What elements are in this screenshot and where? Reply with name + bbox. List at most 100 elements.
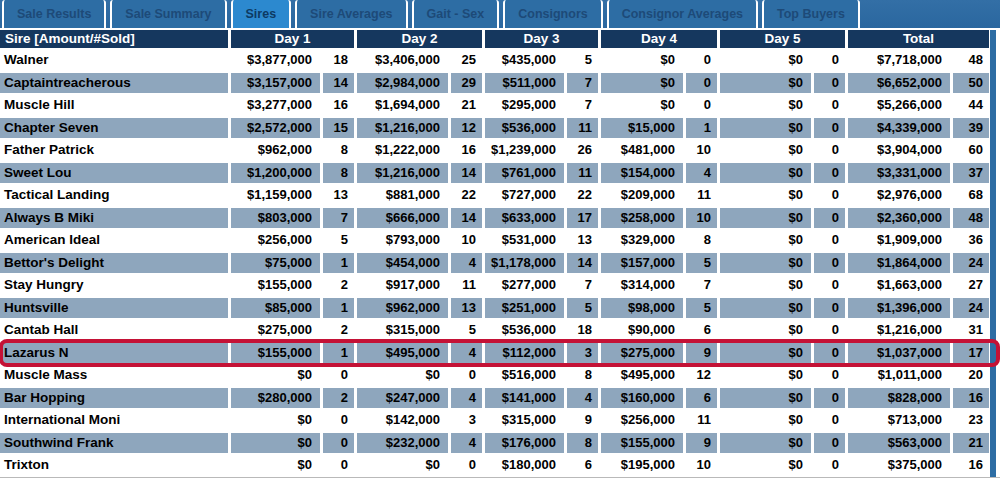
day5-amount-cell: $0 <box>720 185 811 206</box>
table-row[interactable]: Trixton $0 0 $0 0 $180,000 6 $195,000 10… <box>0 455 1000 476</box>
table-row[interactable]: Cantab Hall $275,000 2 $315,000 5 $536,0… <box>0 320 1000 341</box>
day4-amount-cell: $160,000 <box>601 388 683 409</box>
day3-amount-cell: $531,000 <box>485 230 564 251</box>
table-row[interactable]: Captaintreacherous $3,157,000 14 $2,984,… <box>0 73 1000 94</box>
day2-amount-cell: $142,000 <box>357 410 448 431</box>
day3-count-cell: 22 <box>567 185 598 206</box>
table-row[interactable]: Huntsville $85,000 1 $962,000 13 $251,00… <box>0 298 1000 319</box>
day2-count-cell: 0 <box>451 455 482 476</box>
day4-amount-cell: $256,000 <box>601 410 683 431</box>
total-amount-cell: $7,718,000 <box>848 50 950 71</box>
tab-sires[interactable]: Sires <box>231 0 292 28</box>
column-header-day-1: Day 1 <box>231 30 354 48</box>
day4-amount-cell: $98,000 <box>601 298 683 319</box>
table-row[interactable]: American Ideal $256,000 5 $793,000 10 $5… <box>0 230 1000 251</box>
day2-amount-cell: $666,000 <box>357 208 448 229</box>
day3-amount-cell: $536,000 <box>485 320 564 341</box>
day5-amount-cell: $0 <box>720 433 811 454</box>
day2-count-cell: 25 <box>451 50 482 71</box>
day2-count-cell: 22 <box>451 185 482 206</box>
table-row[interactable]: Always B Miki $803,000 7 $666,000 14 $63… <box>0 208 1000 229</box>
day5-count-cell: 0 <box>814 275 845 296</box>
table-row[interactable]: Stay Hungry $155,000 2 $917,000 11 $277,… <box>0 275 1000 296</box>
table-row[interactable]: Walner $3,877,000 18 $3,406,000 25 $435,… <box>0 50 1000 71</box>
day2-amount-cell: $0 <box>357 455 448 476</box>
day5-count-cell: 0 <box>814 208 845 229</box>
day3-amount-cell: $180,000 <box>485 455 564 476</box>
day5-amount-cell: $0 <box>720 208 811 229</box>
day2-count-cell: 12 <box>451 118 482 139</box>
total-amount-cell: $375,000 <box>848 455 950 476</box>
table-row[interactable]: Father Patrick $962,000 8 $1,222,000 16 … <box>0 140 1000 161</box>
table-row[interactable]: Bar Hopping $280,000 2 $247,000 4 $141,0… <box>0 388 1000 409</box>
day3-count-cell: 18 <box>567 320 598 341</box>
table-row[interactable]: Muscle Hill $3,277,000 16 $1,694,000 21 … <box>0 95 1000 116</box>
day1-count-cell: 1 <box>323 253 354 274</box>
day4-amount-cell: $495,000 <box>601 365 683 386</box>
day3-count-cell: 7 <box>567 73 598 94</box>
tab-top-buyers[interactable]: Top Buyers <box>762 0 860 28</box>
day2-amount-cell: $1,694,000 <box>357 95 448 116</box>
table-row[interactable]: Sweet Lou $1,200,000 8 $1,216,000 14 $76… <box>0 163 1000 184</box>
day5-amount-cell: $0 <box>720 163 811 184</box>
day1-amount-cell: $0 <box>231 365 320 386</box>
tab-sale-summary[interactable]: Sale Summary <box>110 0 226 28</box>
day3-amount-cell: $727,000 <box>485 185 564 206</box>
day3-amount-cell: $141,000 <box>485 388 564 409</box>
day3-amount-cell: $511,000 <box>485 73 564 94</box>
tab-sire-averages[interactable]: Sire Averages <box>295 0 407 28</box>
day2-count-cell: 4 <box>451 343 482 364</box>
day4-amount-cell: $275,000 <box>601 343 683 364</box>
table-row[interactable]: Tactical Landing $1,159,000 13 $881,000 … <box>0 185 1000 206</box>
day4-amount-cell: $314,000 <box>601 275 683 296</box>
table-row[interactable]: Southwind Frank $0 0 $232,000 4 $176,000… <box>0 433 1000 454</box>
tab-consignors[interactable]: Consignors <box>503 0 602 28</box>
day4-count-cell: 9 <box>686 433 717 454</box>
total-count-cell: 68 <box>953 185 989 206</box>
total-amount-cell: $2,360,000 <box>848 208 950 229</box>
day4-count-cell: 5 <box>686 253 717 274</box>
tab-sale-results[interactable]: Sale Results <box>2 0 106 28</box>
day1-amount-cell: $3,877,000 <box>231 50 320 71</box>
day2-count-cell: 16 <box>451 140 482 161</box>
day1-count-cell: 7 <box>323 208 354 229</box>
total-count-cell: 21 <box>953 433 989 454</box>
day1-amount-cell: $2,572,000 <box>231 118 320 139</box>
day3-count-cell: 14 <box>567 253 598 274</box>
day5-amount-cell: $0 <box>720 320 811 341</box>
day5-amount-cell: $0 <box>720 140 811 161</box>
day3-amount-cell: $176,000 <box>485 433 564 454</box>
day1-amount-cell: $75,000 <box>231 253 320 274</box>
column-header-day-5: Day 5 <box>720 30 845 48</box>
tab-consignor-averages[interactable]: Consignor Averages <box>607 0 758 28</box>
sire-name-cell: Southwind Frank <box>0 433 228 454</box>
total-count-cell: 16 <box>953 455 989 476</box>
total-count-cell: 48 <box>953 208 989 229</box>
day4-amount-cell: $157,000 <box>601 253 683 274</box>
day5-amount-cell: $0 <box>720 455 811 476</box>
table-row[interactable]: International Moni $0 0 $142,000 3 $315,… <box>0 410 1000 431</box>
table-row-selected[interactable]: Lazarus N $155,000 1 $495,000 4 $112,000… <box>0 343 1000 364</box>
day3-count-cell: 4 <box>567 388 598 409</box>
day5-count-cell: 0 <box>814 163 845 184</box>
day3-amount-cell: $295,000 <box>485 95 564 116</box>
table-row[interactable]: Bettor's Delight $75,000 1 $454,000 4 $1… <box>0 253 1000 274</box>
total-count-cell: 39 <box>953 118 989 139</box>
day3-count-cell: 9 <box>567 410 598 431</box>
day5-count-cell: 0 <box>814 185 845 206</box>
total-amount-cell: $1,864,000 <box>848 253 950 274</box>
day2-count-cell: 10 <box>451 230 482 251</box>
total-amount-cell: $1,396,000 <box>848 298 950 319</box>
table-row[interactable]: Muscle Mass $0 0 $0 0 $516,000 8 $495,00… <box>0 365 1000 386</box>
day2-count-cell: 5 <box>451 320 482 341</box>
table-row[interactable]: Chapter Seven $2,572,000 15 $1,216,000 1… <box>0 118 1000 139</box>
total-count-cell: 24 <box>953 298 989 319</box>
tab-gait-sex[interactable]: Gait - Sex <box>412 0 500 28</box>
day5-count-cell: 0 <box>814 140 845 161</box>
day4-amount-cell: $0 <box>601 73 683 94</box>
day3-count-cell: 5 <box>567 50 598 71</box>
day1-amount-cell: $962,000 <box>231 140 320 161</box>
day1-amount-cell: $155,000 <box>231 275 320 296</box>
day4-count-cell: 4 <box>686 163 717 184</box>
total-count-cell: 48 <box>953 50 989 71</box>
